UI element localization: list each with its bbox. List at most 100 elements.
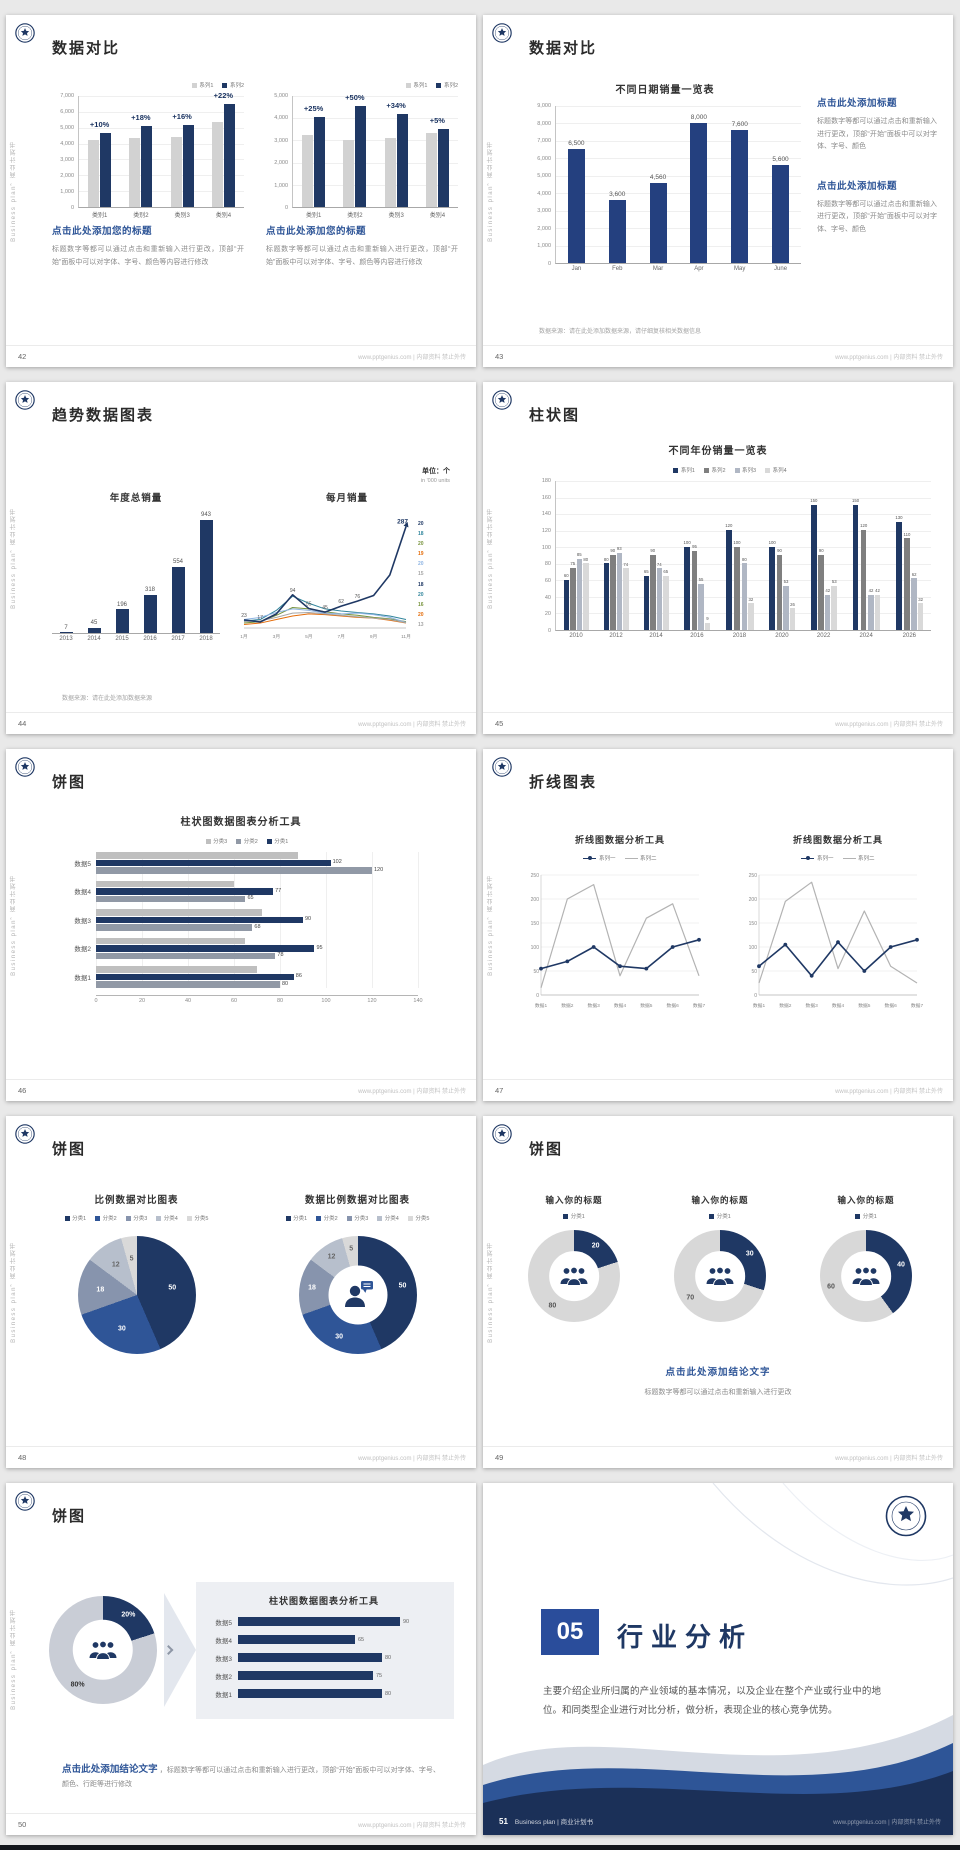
slice-label: 18	[308, 1284, 316, 1292]
legend-color-swatch	[191, 82, 197, 88]
svg-text:数据4: 数据4	[614, 1002, 627, 1009]
bar-group: +5% 类别4	[425, 96, 449, 219]
bar	[425, 133, 437, 207]
bars: 7,600	[731, 121, 749, 263]
bars: 8,000	[690, 114, 708, 263]
bar	[726, 530, 732, 630]
block-body: 标题数字等都可以通过点击和重新输入进行更改，顶部“开始”面板中可以对字体、字号、…	[817, 200, 937, 233]
slice-label: 12	[327, 1253, 336, 1261]
x-tick-label: 140	[413, 997, 423, 1004]
category-label: 数据3	[74, 917, 91, 925]
bar-column: 318	[143, 587, 157, 633]
bar-value-label: 65	[247, 895, 254, 901]
bar	[563, 580, 569, 630]
bar-group: +18% 类别2	[129, 96, 153, 219]
slice-label: 60	[827, 1283, 835, 1291]
donut-chart-body: 30 70	[674, 1230, 766, 1322]
conclusion-body: 标题数字等都可以通过点击和重新输入进行更改	[644, 1389, 792, 1396]
bar-track	[96, 937, 418, 944]
category-label: 2018	[732, 633, 747, 639]
bar	[831, 585, 837, 630]
legend-label: 分类1	[716, 1214, 731, 1220]
section-number: 05	[541, 1609, 599, 1655]
slide-47: Business plan，商业计划书 折线图表 折线图数据分析工具 系列一 系列…	[483, 749, 953, 1101]
bar	[355, 106, 367, 207]
svg-text:7月: 7月	[337, 634, 344, 640]
bar-value-label: 65	[358, 1636, 365, 1643]
bar-column: 42	[874, 588, 881, 630]
legend-label: 分类3	[213, 839, 228, 845]
bars: 7	[59, 625, 73, 633]
bar	[384, 137, 396, 207]
bar-group: +34% 类别3	[384, 96, 408, 219]
x-tick-label: 40	[184, 997, 192, 1004]
bar-track: 78	[96, 952, 418, 959]
donut-chart: 20% 80%	[49, 1596, 157, 1704]
bar	[87, 627, 101, 633]
bottom-swoosh-graphic	[483, 1715, 953, 1835]
gridline	[556, 514, 931, 516]
svg-text:数据3: 数据3	[588, 1002, 601, 1009]
bar-group: 5,600 June	[772, 106, 790, 272]
legend-item: 分类1	[855, 1212, 877, 1220]
legend-color-swatch	[346, 1215, 352, 1221]
gridline	[293, 96, 458, 97]
svg-text:200: 200	[749, 897, 758, 903]
chart-title: 输入你的标题	[545, 1195, 603, 1205]
bar-column	[129, 138, 141, 207]
legend-color-swatch	[563, 1213, 569, 1219]
block-heading: 点击此处添加标题	[817, 98, 898, 109]
bar-group: 130 110 62 32 2026	[895, 481, 924, 639]
bar	[811, 505, 817, 630]
svg-text:287: 287	[397, 519, 408, 526]
bars	[425, 129, 449, 207]
slide-48: Business plan，商业计划书 饼图 比例数据对比图表 分类1 分类2 分类…	[6, 1116, 476, 1468]
svg-text:数据4: 数据4	[832, 1002, 845, 1009]
bar-row: 数据1 80	[210, 1689, 438, 1699]
bar	[182, 125, 194, 207]
y-tick-label: 100	[541, 544, 551, 551]
bar-value-label: 9	[706, 615, 709, 621]
bar-value-label: 6,500	[568, 139, 585, 147]
bar-group: 7 2013	[59, 514, 73, 642]
y-tick-label: 5,000	[274, 93, 288, 99]
gridline	[556, 547, 931, 549]
bar	[748, 603, 754, 630]
svg-text:3月: 3月	[273, 634, 280, 640]
line-end-value: 18	[418, 581, 424, 588]
bar-value-label: 86	[295, 973, 302, 979]
y-axis: 180 160 140 120 100 80 60 40 20 0	[529, 478, 555, 634]
legend-label: 系列1	[680, 468, 695, 474]
bars: 100 90 53 26	[769, 540, 796, 630]
y-axis: 7,000 6,000 5,000 4,000 3,000 2,000 1,000 0	[52, 93, 78, 211]
category-label: 2026	[902, 633, 917, 639]
legend-item: 系列一	[801, 854, 834, 862]
legend-label: 分类4	[163, 1216, 178, 1222]
svg-text:17: 17	[257, 615, 263, 621]
bar-group: 196 2015	[115, 514, 128, 642]
block-body: 标题数字等都可以通过点击和重新输入进行更改，顶部“开始”面板中可以对字体、字号、…	[266, 246, 458, 266]
bar	[96, 909, 262, 916]
horizontal-bar-chart: 分类3 分类2 分类1 数据5 102 120 数据4 77 65 数据3 90 68 数据2 95 78 数…	[62, 837, 432, 1005]
chart-legend: 分类3 分类2 分类1	[62, 837, 432, 845]
section-footer: 51 Business plan | 商业计划书	[499, 1816, 593, 1827]
legend-item: 系列4	[765, 466, 787, 474]
gridline	[556, 210, 801, 212]
category-label: 数据1	[215, 1691, 232, 1699]
bars: 4,560	[649, 174, 667, 263]
side-vertical-text: Business plan，商业计划书	[11, 507, 17, 609]
chart-legend: 系列1 系列2	[266, 81, 458, 89]
slide-title: 数据对比	[52, 40, 121, 57]
bar-value-label: 77	[275, 887, 282, 894]
bar-value-label: 93	[616, 545, 622, 551]
bar-column	[314, 117, 326, 207]
bar-column: 6,500	[567, 139, 585, 263]
footer-watermark: www.pptgenius.com | 内部资料 禁止外传	[833, 1820, 941, 1826]
bar	[238, 1653, 382, 1662]
y-tick-label: 3,000	[274, 137, 288, 144]
bars	[384, 114, 408, 207]
svg-text:250: 250	[531, 873, 540, 879]
bar	[96, 966, 257, 973]
viewport-bottom-bar	[0, 1845, 960, 1850]
bar-group: 150 90 42 53 2022	[810, 481, 837, 639]
